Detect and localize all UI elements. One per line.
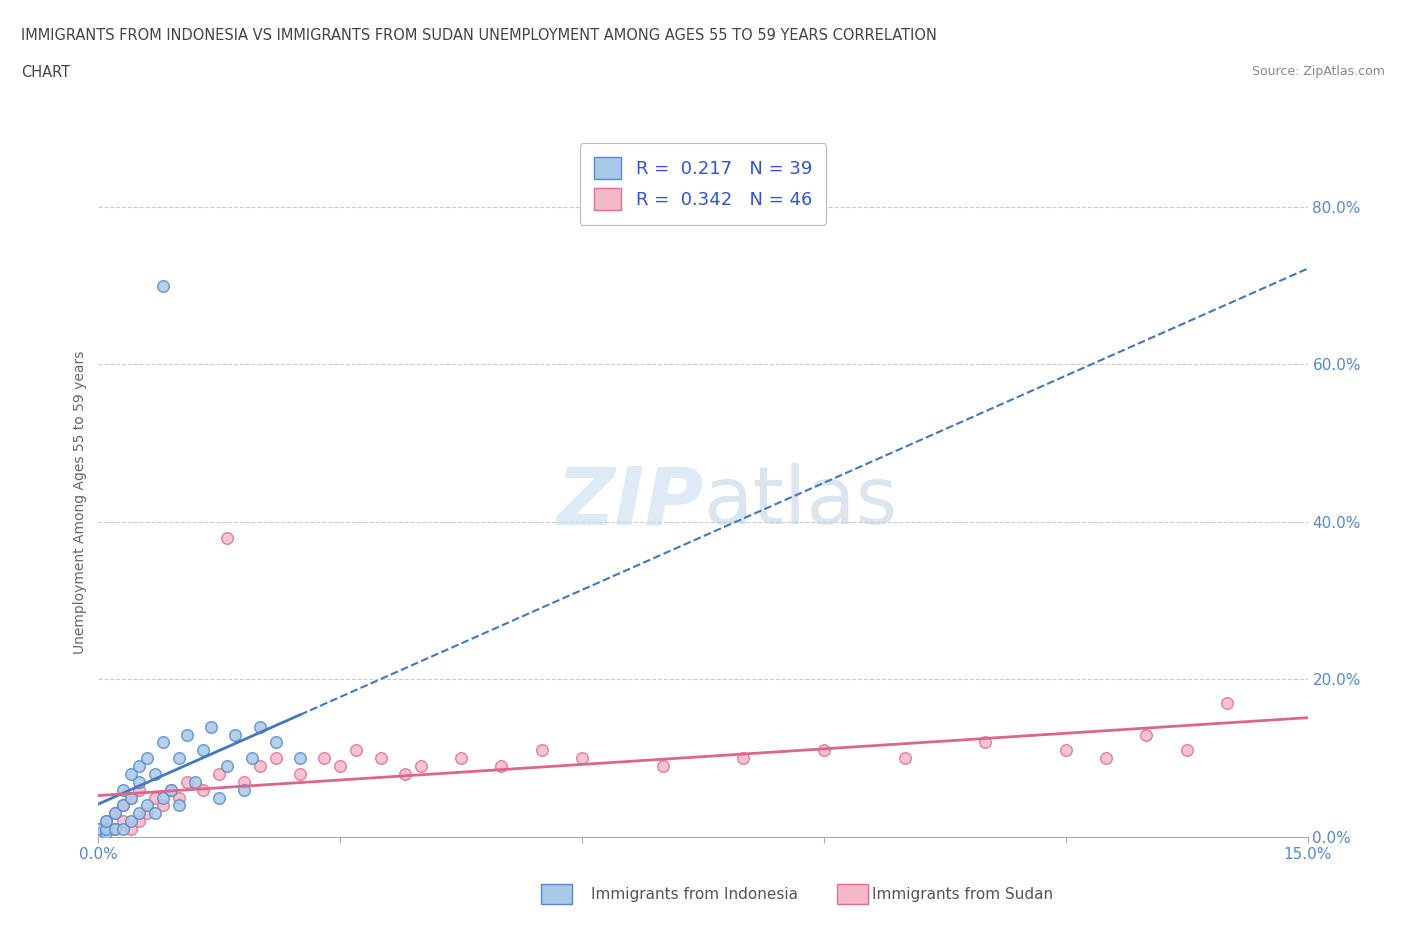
Point bbox=[394, 766, 416, 781]
Text: CHART: CHART bbox=[21, 65, 70, 80]
Point bbox=[103, 806, 125, 821]
Point bbox=[120, 790, 142, 805]
Point bbox=[167, 790, 190, 805]
Point bbox=[111, 814, 134, 829]
Point bbox=[224, 727, 246, 742]
Point bbox=[530, 743, 553, 758]
Point bbox=[87, 826, 110, 841]
Point bbox=[152, 798, 174, 813]
Point bbox=[288, 766, 311, 781]
Point bbox=[1135, 727, 1157, 742]
Text: atlas: atlas bbox=[703, 463, 897, 541]
Point bbox=[733, 751, 755, 765]
Point bbox=[96, 822, 118, 837]
Point bbox=[128, 775, 150, 790]
Point bbox=[249, 759, 271, 774]
Point bbox=[208, 766, 231, 781]
Point bbox=[217, 759, 239, 774]
Point bbox=[1095, 751, 1118, 765]
Point bbox=[167, 751, 190, 765]
Point bbox=[111, 798, 134, 813]
Point bbox=[96, 814, 118, 829]
Y-axis label: Unemployment Among Ages 55 to 59 years: Unemployment Among Ages 55 to 59 years bbox=[73, 351, 87, 654]
Point bbox=[120, 790, 142, 805]
Point bbox=[120, 822, 142, 837]
Point bbox=[651, 759, 673, 774]
Text: ZIP: ZIP bbox=[555, 463, 703, 541]
Point bbox=[135, 751, 157, 765]
Point bbox=[87, 822, 110, 837]
Point bbox=[87, 822, 110, 837]
Point bbox=[176, 775, 198, 790]
Point bbox=[208, 790, 231, 805]
Point bbox=[813, 743, 835, 758]
Point bbox=[103, 806, 125, 821]
Point bbox=[240, 751, 263, 765]
Legend: R =  0.217   N = 39, R =  0.342   N = 46: R = 0.217 N = 39, R = 0.342 N = 46 bbox=[579, 143, 827, 225]
Text: Immigrants from Sudan: Immigrants from Sudan bbox=[872, 887, 1053, 902]
Point bbox=[143, 766, 166, 781]
Point bbox=[370, 751, 392, 765]
Point bbox=[87, 826, 110, 841]
Point bbox=[893, 751, 915, 765]
Point bbox=[143, 806, 166, 821]
Text: Source: ZipAtlas.com: Source: ZipAtlas.com bbox=[1251, 65, 1385, 78]
Point bbox=[135, 798, 157, 813]
Point bbox=[249, 719, 271, 734]
Point bbox=[264, 735, 287, 750]
Point bbox=[128, 806, 150, 821]
Point bbox=[111, 782, 134, 797]
Point bbox=[152, 790, 174, 805]
Point bbox=[111, 822, 134, 837]
Point bbox=[974, 735, 997, 750]
Point bbox=[344, 743, 367, 758]
Point bbox=[217, 530, 239, 545]
Point bbox=[120, 766, 142, 781]
Point bbox=[1054, 743, 1077, 758]
Point bbox=[160, 782, 183, 797]
Point bbox=[167, 798, 190, 813]
Point bbox=[232, 782, 254, 797]
Point bbox=[193, 782, 215, 797]
Point bbox=[329, 759, 352, 774]
Point bbox=[111, 798, 134, 813]
Point bbox=[491, 759, 513, 774]
Point bbox=[184, 775, 207, 790]
Point bbox=[152, 735, 174, 750]
Point bbox=[152, 278, 174, 293]
Point bbox=[103, 822, 125, 837]
Point bbox=[288, 751, 311, 765]
Point bbox=[176, 727, 198, 742]
Point bbox=[193, 743, 215, 758]
Point bbox=[160, 782, 183, 797]
Point bbox=[128, 759, 150, 774]
Point bbox=[120, 814, 142, 829]
Point bbox=[96, 826, 118, 841]
Point bbox=[96, 814, 118, 829]
Text: IMMIGRANTS FROM INDONESIA VS IMMIGRANTS FROM SUDAN UNEMPLOYMENT AMONG AGES 55 TO: IMMIGRANTS FROM INDONESIA VS IMMIGRANTS … bbox=[21, 28, 936, 43]
Point bbox=[264, 751, 287, 765]
Point bbox=[143, 790, 166, 805]
Point bbox=[87, 830, 110, 844]
Point bbox=[135, 806, 157, 821]
Point bbox=[314, 751, 336, 765]
Bar bbox=[541, 884, 572, 904]
Point bbox=[103, 822, 125, 837]
Point bbox=[1175, 743, 1198, 758]
Bar bbox=[837, 884, 868, 904]
Point bbox=[128, 814, 150, 829]
Point bbox=[128, 782, 150, 797]
Point bbox=[96, 822, 118, 837]
Point bbox=[409, 759, 432, 774]
Point bbox=[571, 751, 593, 765]
Text: Immigrants from Indonesia: Immigrants from Indonesia bbox=[591, 887, 797, 902]
Point bbox=[1216, 696, 1239, 711]
Point bbox=[450, 751, 472, 765]
Point bbox=[200, 719, 222, 734]
Point bbox=[87, 830, 110, 844]
Point bbox=[232, 775, 254, 790]
